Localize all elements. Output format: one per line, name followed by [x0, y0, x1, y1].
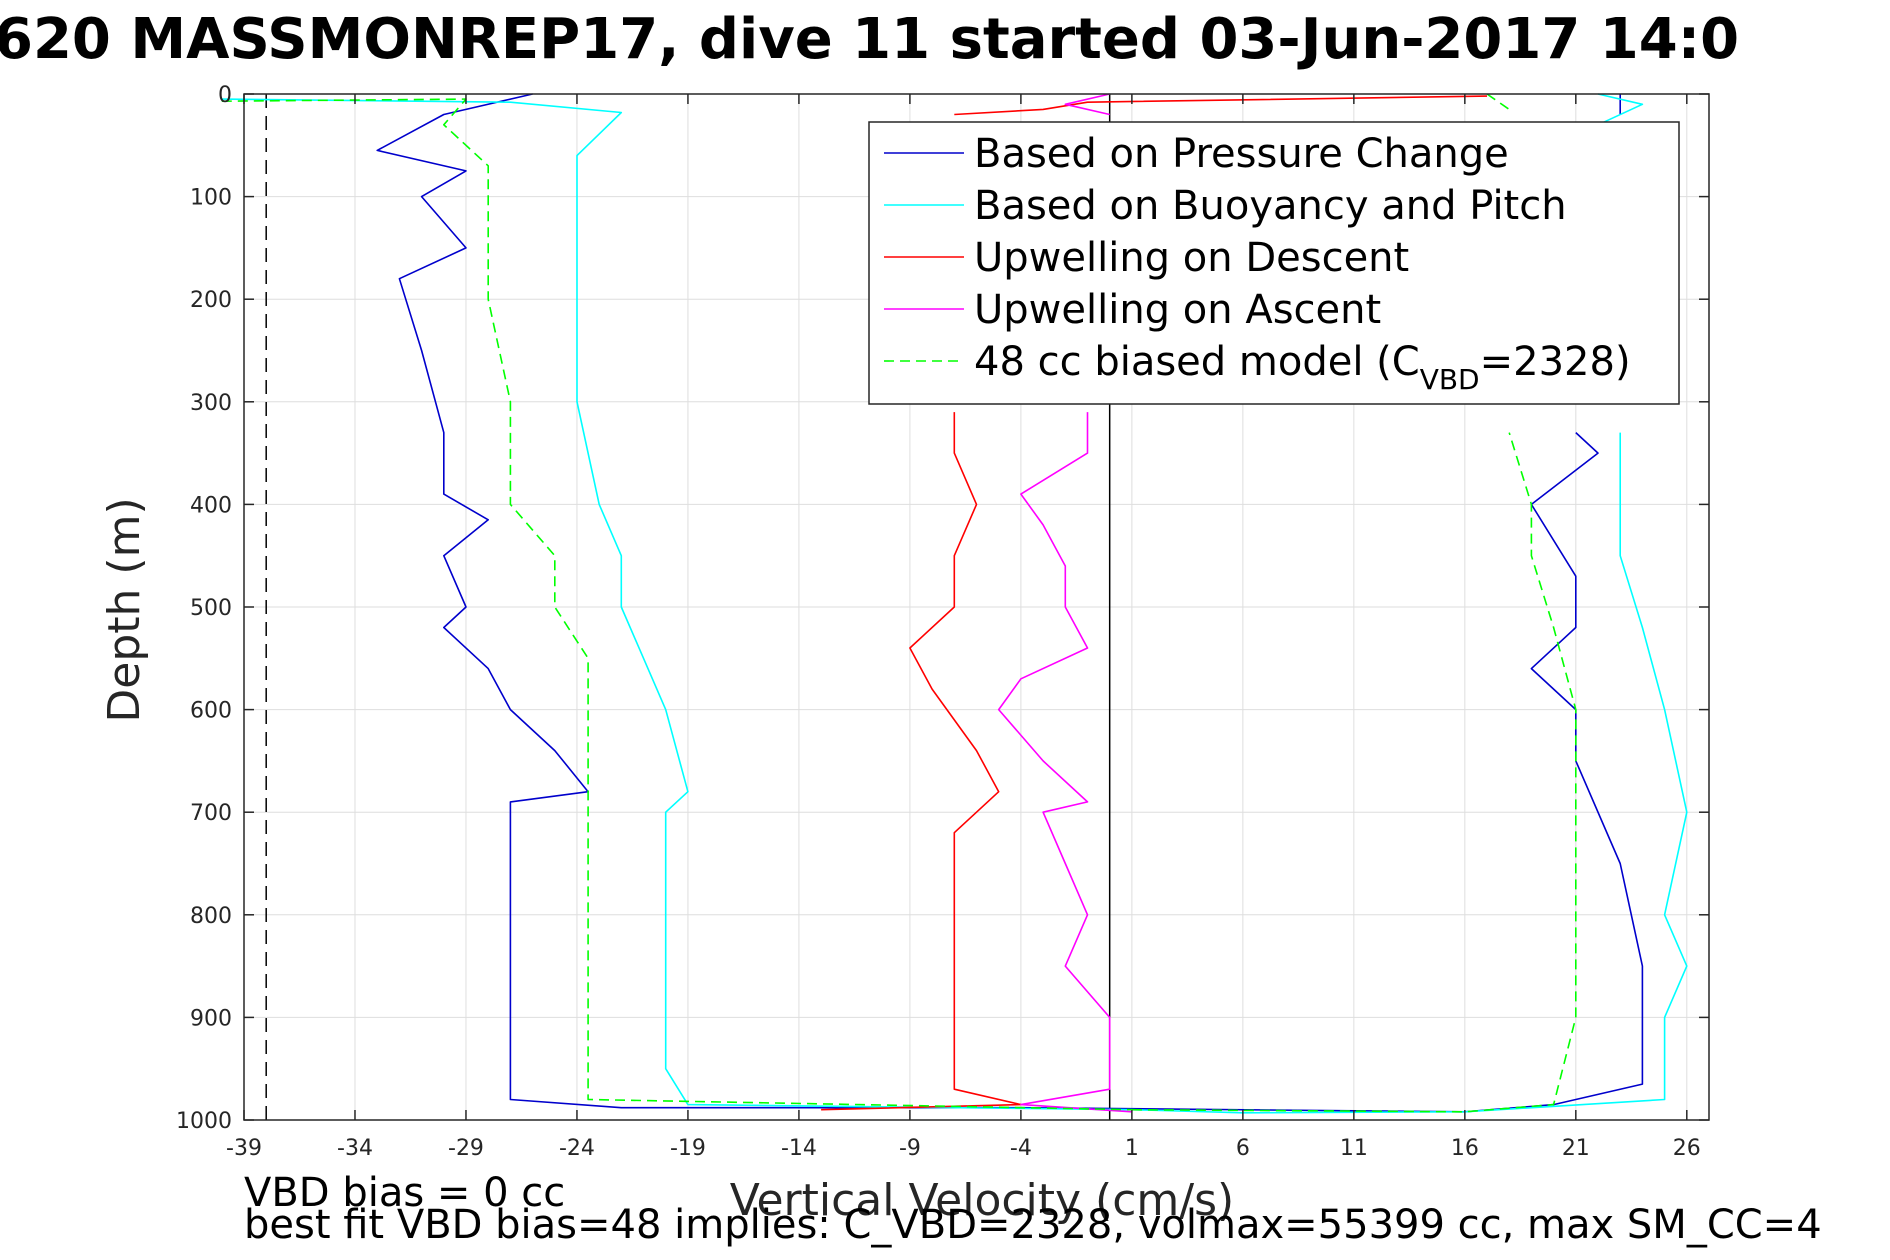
y-tick-label: 600 [190, 699, 232, 724]
series-line [1064, 93, 1110, 116]
y-tick-label: 0 [218, 83, 232, 108]
y-tick-label: 700 [190, 801, 232, 826]
series-layer [221, 93, 1688, 1114]
y-axis-label: Depth (m) [99, 497, 150, 722]
x-tick-label: 26 [1673, 1136, 1701, 1161]
x-tick-label: -39 [226, 1136, 262, 1161]
series-line [376, 93, 1465, 1113]
y-tick-label: 400 [190, 493, 232, 518]
series-line [1242, 432, 1688, 1114]
x-tick-label: -4 [1010, 1136, 1032, 1161]
legend-subscript: VBD [1420, 363, 1480, 396]
y-tick-label: 500 [190, 596, 232, 621]
y-tick-label: 900 [190, 1006, 232, 1031]
legend-suffix: =2328) [1480, 339, 1631, 385]
series-line [821, 412, 1022, 1111]
x-tick-label: -29 [448, 1136, 484, 1161]
series-line [1486, 93, 1510, 111]
x-tick-label: 6 [1236, 1136, 1250, 1161]
legend-entry: Based on Pressure Change [974, 131, 1509, 177]
y-tick-labels: 0 100 200 300 400 500 600 700 800 900 1000 [176, 83, 1709, 1134]
legend-entry: Upwelling on Descent [974, 235, 1409, 281]
legend-entry: Upwelling on Ascent [974, 287, 1381, 333]
x-tick-label: -24 [559, 1136, 595, 1161]
x-tick-label: 1 [1125, 1136, 1139, 1161]
vbd-bias-note: VBD bias = 0 cc [244, 1170, 565, 1216]
series-upwelling-on-descent [821, 95, 1488, 1111]
y-tick-label: 300 [190, 391, 232, 416]
x-tick-label: 16 [1451, 1136, 1479, 1161]
x-tick-label: -34 [337, 1136, 373, 1161]
x-tick-label: -9 [899, 1136, 921, 1161]
chart-title: 620 MASSMONREP17, dive 11 started 03-Jun… [0, 7, 1739, 72]
legend-box [868, 121, 1680, 405]
legend: Based on Pressure Change Based on Buoyanc… [868, 121, 1680, 405]
series-upwelling-on-ascent [997, 93, 1132, 1113]
y-tick-label: 1000 [176, 1109, 232, 1134]
series-line [997, 412, 1132, 1113]
y-tick-label: 100 [190, 186, 232, 211]
x-tick-label: -19 [670, 1136, 706, 1161]
x-axis-label: Vertical Velocity (cm/s) [730, 1175, 1234, 1226]
x-tick-label: 11 [1340, 1136, 1368, 1161]
series-line [954, 95, 1488, 116]
x-tick-label: -14 [781, 1136, 817, 1161]
best-fit-note: best fit VBD bias=48 implies: C_VBD=2328… [244, 1202, 1822, 1248]
y-tick-label: 800 [190, 904, 232, 929]
x-tick-label: 21 [1562, 1136, 1590, 1161]
series-line [1597, 93, 1644, 126]
series-line [221, 98, 1243, 1114]
x-tick-labels: -39 -34 -29 -24 -19 -14 -9 -4 1 6 11 16 21 26 [226, 94, 1701, 1161]
legend-entry: Based on Buoyancy and Pitch [974, 183, 1567, 229]
series-48-cc-biased-model-c-vbd-2328 [221, 93, 1577, 1113]
y-tick-label: 200 [190, 288, 232, 313]
series-line [1131, 432, 1577, 1113]
series-based-on-buoyancy-and-pitch [221, 93, 1688, 1114]
